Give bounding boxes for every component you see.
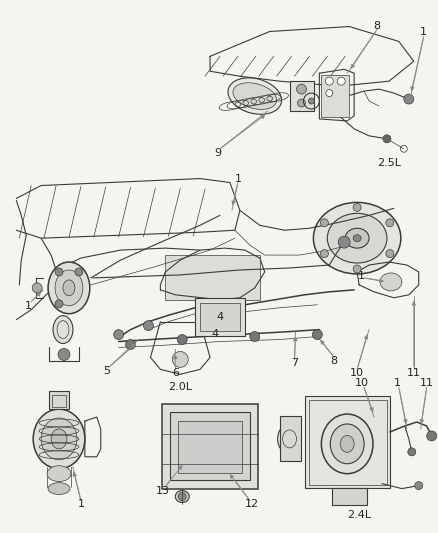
Text: 4: 4: [211, 328, 218, 338]
Circle shape: [312, 329, 321, 340]
Circle shape: [172, 351, 188, 367]
Bar: [305, 396, 389, 488]
Text: 11: 11: [419, 378, 433, 388]
Text: 2.4L: 2.4L: [346, 511, 370, 520]
Text: 1: 1: [25, 301, 32, 311]
Ellipse shape: [313, 203, 400, 274]
Circle shape: [414, 482, 422, 490]
Text: 12: 12: [244, 499, 258, 510]
Circle shape: [143, 321, 153, 330]
Bar: [165, 255, 259, 300]
Ellipse shape: [48, 482, 70, 495]
Ellipse shape: [63, 280, 75, 296]
Circle shape: [325, 90, 332, 96]
Circle shape: [407, 448, 415, 456]
Bar: [178, 421, 241, 473]
Circle shape: [249, 332, 259, 342]
Circle shape: [320, 249, 328, 257]
Text: 8: 8: [330, 357, 337, 366]
Text: 1: 1: [392, 378, 399, 388]
Circle shape: [58, 349, 70, 360]
Text: 11: 11: [406, 368, 420, 378]
Ellipse shape: [339, 435, 353, 453]
Circle shape: [296, 84, 306, 94]
Ellipse shape: [48, 262, 90, 314]
Ellipse shape: [51, 429, 67, 449]
Circle shape: [426, 431, 436, 441]
Circle shape: [403, 94, 413, 104]
Text: 1: 1: [234, 174, 241, 183]
Circle shape: [385, 219, 393, 227]
Text: 1: 1: [77, 499, 84, 510]
Circle shape: [113, 329, 124, 340]
Circle shape: [352, 265, 360, 273]
Circle shape: [55, 300, 63, 308]
Bar: [162, 404, 257, 489]
Circle shape: [75, 268, 83, 276]
Ellipse shape: [227, 78, 281, 114]
Text: 9: 9: [214, 148, 221, 158]
Bar: [49, 391, 69, 409]
Bar: [52, 395, 66, 407]
Circle shape: [385, 249, 393, 257]
Bar: [289, 81, 314, 111]
Ellipse shape: [53, 316, 73, 343]
Text: 2.5L: 2.5L: [376, 158, 400, 168]
Circle shape: [32, 283, 42, 293]
Text: 1: 1: [419, 28, 426, 37]
Circle shape: [325, 77, 332, 85]
Ellipse shape: [55, 270, 83, 306]
Ellipse shape: [321, 414, 372, 474]
Circle shape: [55, 268, 63, 276]
Circle shape: [352, 204, 360, 212]
Ellipse shape: [47, 466, 71, 482]
Circle shape: [336, 77, 344, 85]
Bar: [321, 75, 348, 117]
Ellipse shape: [175, 490, 189, 503]
Bar: [170, 412, 249, 480]
Bar: [332, 488, 366, 505]
Bar: [309, 400, 386, 484]
Text: 6: 6: [171, 368, 178, 378]
Text: 5: 5: [103, 366, 110, 376]
Circle shape: [320, 219, 328, 227]
Circle shape: [177, 335, 187, 344]
Bar: [279, 416, 301, 461]
Circle shape: [337, 236, 350, 248]
Ellipse shape: [352, 235, 360, 241]
Text: 8: 8: [373, 21, 380, 30]
Text: 10: 10: [354, 378, 368, 388]
Ellipse shape: [277, 424, 301, 454]
Bar: [200, 303, 239, 330]
Ellipse shape: [329, 424, 363, 464]
Ellipse shape: [233, 83, 276, 109]
Circle shape: [308, 98, 314, 104]
Text: 13: 13: [155, 486, 169, 496]
Circle shape: [297, 99, 305, 107]
Ellipse shape: [379, 273, 401, 291]
Text: 7: 7: [290, 358, 297, 368]
Circle shape: [178, 492, 186, 500]
Text: 4: 4: [216, 312, 223, 322]
Text: 10: 10: [350, 368, 363, 378]
Ellipse shape: [327, 213, 386, 263]
Ellipse shape: [344, 228, 368, 248]
Circle shape: [382, 135, 390, 143]
Circle shape: [125, 340, 135, 350]
Text: 2.0L: 2.0L: [168, 382, 192, 392]
Text: 1: 1: [357, 271, 364, 281]
Ellipse shape: [41, 418, 77, 460]
Ellipse shape: [33, 409, 85, 469]
Bar: [195, 298, 244, 336]
